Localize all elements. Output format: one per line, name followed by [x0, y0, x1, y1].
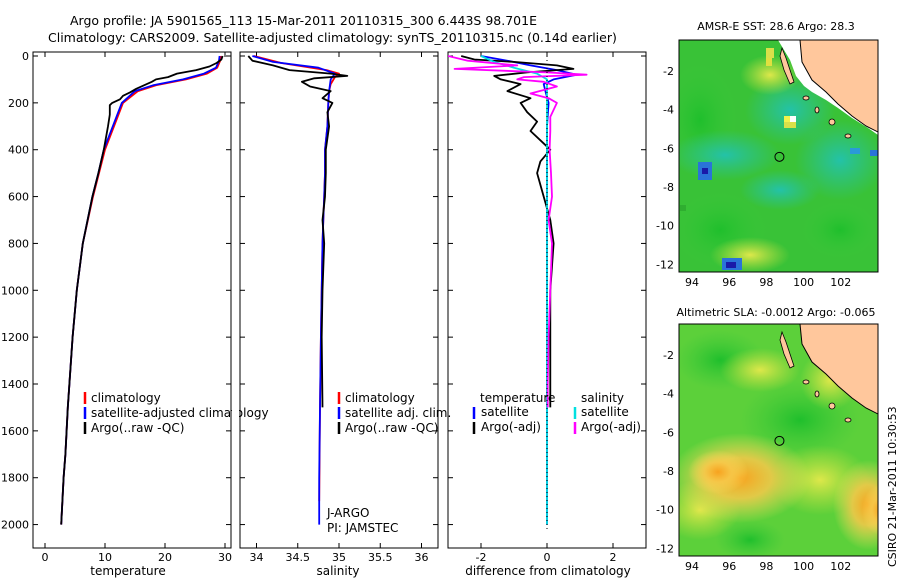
map-x-tick-label: 102	[830, 276, 851, 289]
map-x-tick-label: 100	[793, 276, 814, 289]
series-line-satellite-adjusted-climatology	[60, 55, 221, 525]
side-timestamp-label: CSIRO 21-Mar-2011 10:30:53	[886, 406, 899, 567]
legend-label-climatology: climatology	[91, 391, 161, 405]
sst-map-field	[679, 40, 878, 272]
sst-argo-position-marker	[774, 151, 785, 162]
map-y-tick-label: -4	[663, 104, 674, 117]
map-x-tick-label: 100	[793, 560, 814, 573]
x-tick-label: 35	[332, 551, 346, 564]
sst-map-title: AMSR-E SST: 28.6 Argo: 28.3	[697, 20, 855, 33]
map-y-tick-label: -6	[663, 142, 674, 155]
map-y-tick-label: -8	[663, 465, 674, 478]
temperature-legend: climatology satellite-adjusted climatolo…	[83, 391, 269, 435]
legend-label-satellite: satellite-adjusted climatology	[91, 406, 269, 420]
legend-label-sal-argo: Argo(-adj)	[581, 420, 641, 434]
temperature-xlabel: temperature	[90, 564, 165, 578]
y-tick-label: 1800	[1, 472, 29, 485]
x-tick-label: 34	[250, 551, 264, 564]
difference-legend: temperature satellite Argo(-adj) salinit…	[472, 391, 641, 434]
y-tick-label: 400	[8, 144, 29, 157]
legend-label-argo: Argo(..raw -QC)	[91, 421, 184, 435]
legend-heading-temperature: temperature	[480, 391, 555, 405]
salinity-legend: climatology satellite adj. clim. Argo(..…	[337, 391, 451, 435]
difference-xlabel: difference from climatology	[465, 564, 631, 578]
figure-title-line2: Climatology: CARS2009. Satellite-adjuste…	[48, 30, 617, 45]
y-tick-label: 1000	[1, 284, 29, 297]
x-tick-label: 0	[42, 551, 49, 564]
map-x-tick-label: 96	[722, 276, 736, 289]
series-line-argo-raw-qc-	[247, 55, 349, 408]
map-y-tick-label: -6	[663, 426, 674, 439]
y-tick-label: 1600	[1, 425, 29, 438]
series-line-temperature-satellite	[480, 55, 578, 525]
legend-label-temp-argo: Argo(-adj)	[481, 420, 541, 434]
x-tick-label: 34.5	[286, 551, 311, 564]
map-x-tick-label: 98	[759, 560, 773, 573]
map-y-tick-label: -12	[656, 542, 674, 555]
map-y-tick-label: -8	[663, 181, 674, 194]
sla-map-field	[679, 324, 878, 556]
map-x-tick-label: 102	[830, 560, 851, 573]
legend-label-temp-satellite: satellite	[481, 405, 529, 419]
salinity-xlabel: salinity	[316, 564, 359, 578]
legend-heading-salinity: salinity	[581, 391, 624, 405]
x-tick-label: -2	[476, 551, 487, 564]
x-tick-label: 0	[544, 551, 551, 564]
y-tick-label: 800	[8, 237, 29, 250]
series-line-climatology	[253, 55, 340, 502]
salinity-axes	[239, 51, 439, 549]
y-tick-label: 1400	[1, 378, 29, 391]
series-line-salinity-argo-adj-	[448, 55, 588, 408]
legend-label-satellite: satellite adj. clim.	[345, 406, 451, 420]
map-x-tick-label: 94	[685, 560, 699, 573]
temperature-axes	[32, 51, 232, 549]
series-line-salinity-satellite	[480, 55, 548, 525]
map-y-tick-label: -12	[656, 258, 674, 271]
map-x-tick-label: 98	[759, 276, 773, 289]
map-y-tick-label: -10	[656, 220, 674, 233]
y-tick-label: 200	[8, 97, 29, 110]
y-tick-label: 1200	[1, 331, 29, 344]
series-line-temperature-argo-adj-	[460, 55, 575, 408]
legend-label-sal-satellite: satellite	[581, 405, 629, 419]
map-y-tick-label: -2	[663, 349, 674, 362]
map-y-tick-label: -2	[663, 65, 674, 78]
figure-title-line1: Argo profile: JA 5901565_113 15-Mar-2011…	[70, 13, 537, 28]
sla-map-frame	[678, 323, 879, 557]
map-y-tick-label: -4	[663, 388, 674, 401]
sst-map-frame	[678, 39, 879, 273]
legend-label-argo: Argo(..raw -QC)	[345, 421, 438, 435]
x-tick-label: 30	[218, 551, 232, 564]
series-line-argo-raw-qc-	[60, 55, 224, 525]
y-tick-label: 0	[22, 50, 29, 63]
series-line-climatology	[60, 55, 222, 525]
x-tick-label: 36	[415, 551, 429, 564]
map-x-tick-label: 96	[722, 560, 736, 573]
float-pi-note: PI: JAMSTEC	[327, 521, 398, 535]
sla-argo-position-marker	[774, 435, 785, 446]
x-tick-label: 10	[98, 551, 112, 564]
map-x-tick-label: 94	[685, 276, 699, 289]
y-tick-label: 2000	[1, 519, 29, 532]
float-program-note: J-ARGO	[326, 506, 369, 520]
sla-map-title: Altimetric SLA: -0.0012 Argo: -0.065	[677, 306, 876, 319]
map-y-tick-label: -10	[656, 504, 674, 517]
y-tick-label: 600	[8, 191, 29, 204]
x-tick-label: 2	[610, 551, 617, 564]
legend-label-climatology: climatology	[345, 391, 415, 405]
x-tick-label: 20	[158, 551, 172, 564]
x-tick-label: 35.5	[368, 551, 393, 564]
